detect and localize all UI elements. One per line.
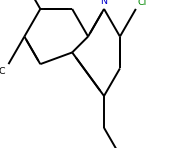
Text: N: N: [101, 0, 108, 6]
Text: H$_3$C: H$_3$C: [0, 65, 7, 78]
Text: Cl: Cl: [138, 0, 147, 7]
